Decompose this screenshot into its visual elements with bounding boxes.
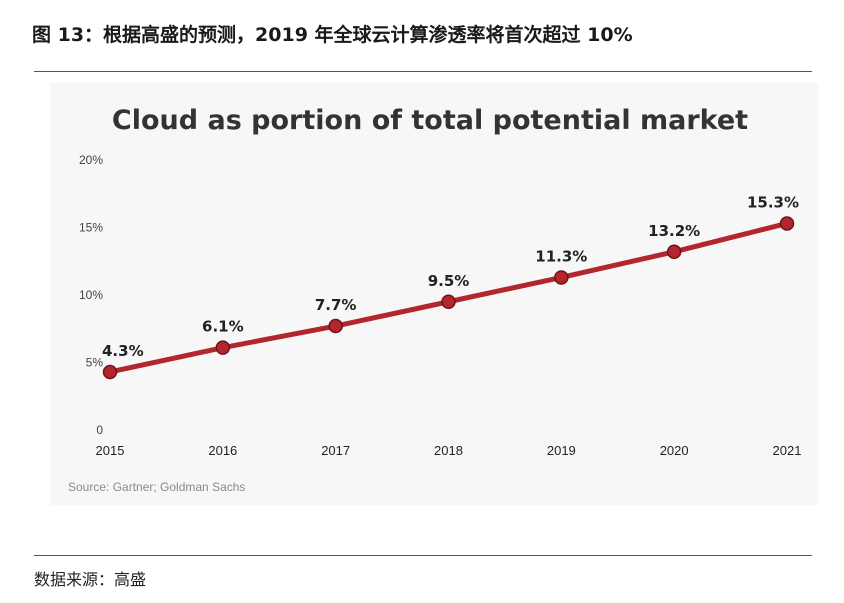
data-label: 9.5% [428,272,470,290]
data-label: 15.3% [747,193,799,211]
x-tick-label: 2018 [434,443,463,458]
y-tick-label: 15% [79,221,103,235]
x-tick-label: 2019 [547,443,576,458]
y-axis-ticks: 0 5% 10% 15% 20% [79,153,103,437]
series-group [102,216,795,380]
data-label: 4.3% [102,342,144,360]
line-chart: Cloud as portion of total potential mark… [68,105,802,494]
x-tick-label: 2015 [96,443,125,458]
x-axis-ticks: 2015 2016 2017 2018 2019 2020 2021 [96,443,802,458]
x-tick-label: 2017 [321,443,350,458]
y-tick-label: 10% [79,288,103,302]
data-point [215,340,231,355]
data-label: 11.3% [535,247,587,265]
data-point [666,244,682,260]
y-tick-label: 20% [79,153,103,167]
data-label: 7.7% [315,296,357,314]
y-tick-label: 5% [86,356,104,370]
data-point [328,318,343,334]
chart-panel: Cloud as portion of total potential mark… [50,83,818,505]
data-source-note: 数据来源：高盛 [34,570,147,589]
x-tick-label: 2016 [208,443,237,458]
data-point [779,216,795,231]
y-tick-label: 0 [96,423,103,437]
data-label: 6.1% [202,318,244,336]
data-labels: 4.3% 6.1% 7.7% 9.5% 11.3% 13.2% 15.3% [102,193,799,360]
data-point [441,294,456,309]
top-divider [34,71,812,72]
bottom-divider [34,555,812,556]
data-point [554,270,569,285]
data-point [102,364,118,380]
data-label: 13.2% [648,222,700,240]
chart-title: Cloud as portion of total potential mark… [112,105,748,136]
x-tick-label: 2021 [773,443,802,458]
figure-title: 图 13：根据高盛的预测，2019 年全球云计算渗透率将首次超过 10% [32,24,633,46]
source-note: Source: Gartner; Goldman Sachs [68,480,245,494]
x-tick-label: 2020 [660,443,689,458]
